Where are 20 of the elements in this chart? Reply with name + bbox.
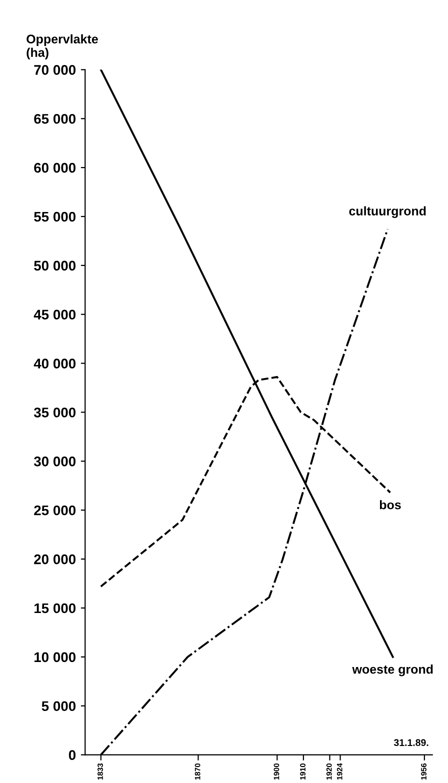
series-label: woeste grond xyxy=(352,664,433,676)
y-tick-label: 65 000 xyxy=(34,114,76,124)
y-tick-label: 60 000 xyxy=(34,162,76,173)
y-tick-label: 45 000 xyxy=(34,310,76,320)
y-tick-label: 55 000 xyxy=(34,212,76,222)
series-label: cultuurgrond xyxy=(349,206,426,218)
y-tick-label: 30 000 xyxy=(34,456,76,466)
y-tick-label: 15 000 xyxy=(34,603,76,614)
y-tick-label: 5 000 xyxy=(42,701,76,712)
y-tick-label: 35 000 xyxy=(34,408,76,418)
y-tick-label: 50 000 xyxy=(34,260,76,271)
y-tick-label: 70 000 xyxy=(34,65,76,75)
y-tick-label: 25 000 xyxy=(34,505,76,516)
y-axis-title: Oppervlakte (ha) xyxy=(26,34,98,60)
y-tick-label: 0 xyxy=(68,750,76,760)
series-label: bos xyxy=(380,500,401,510)
y-tick-label: 40 000 xyxy=(34,358,76,368)
y-tick-label: 20 000 xyxy=(34,554,76,564)
annotation: 31.1.89. xyxy=(394,739,428,746)
y-tick-label: 10 000 xyxy=(34,652,76,662)
